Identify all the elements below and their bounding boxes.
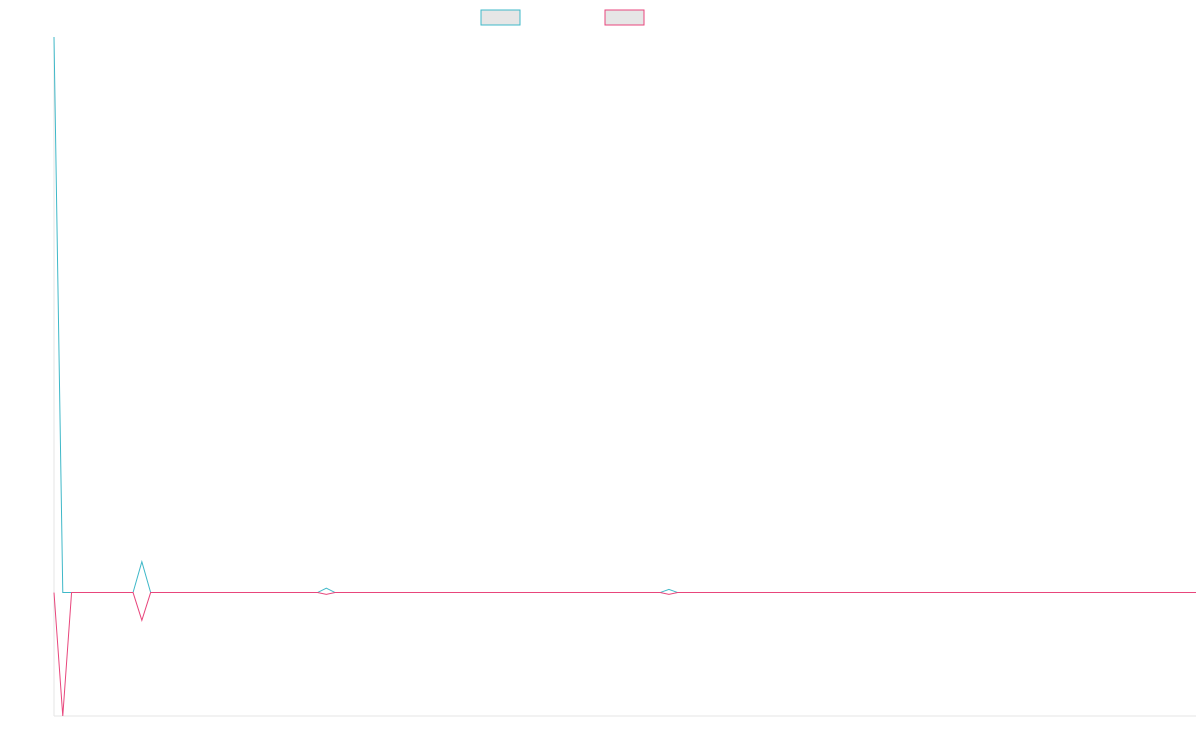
series-line-2 [53,592,1196,717]
legend-swatch-1[interactable] [480,9,521,26]
legend-swatch-2[interactable] [604,9,645,26]
legend[interactable] [480,9,645,26]
series-lines [53,36,1196,717]
axes [53,37,1196,717]
series-line-1 [53,36,1196,594]
